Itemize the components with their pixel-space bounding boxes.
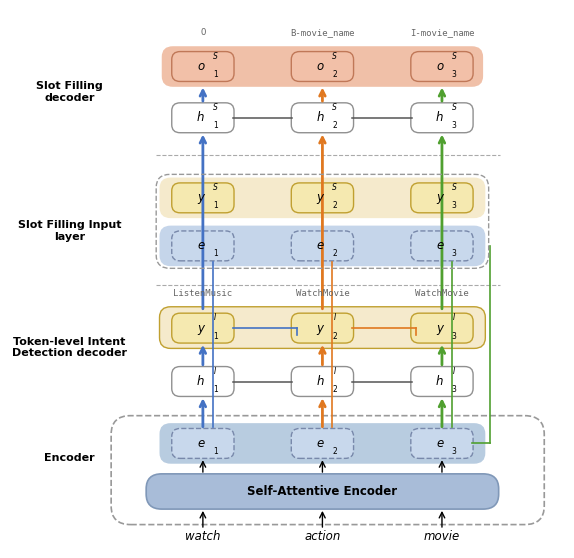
FancyBboxPatch shape — [291, 183, 354, 213]
Text: Slot Filling
decoder: Slot Filling decoder — [36, 81, 103, 103]
Text: I: I — [333, 367, 336, 376]
Text: 3: 3 — [452, 249, 457, 258]
Text: S: S — [332, 52, 337, 61]
Text: h: h — [197, 111, 204, 124]
Text: h: h — [436, 111, 444, 124]
FancyBboxPatch shape — [160, 423, 486, 464]
FancyBboxPatch shape — [146, 474, 499, 509]
FancyBboxPatch shape — [411, 51, 473, 81]
Text: 2: 2 — [332, 385, 337, 394]
Text: y: y — [317, 321, 324, 335]
Text: S: S — [332, 103, 337, 112]
FancyBboxPatch shape — [172, 313, 234, 343]
Text: y: y — [436, 321, 443, 335]
Text: o: o — [197, 60, 204, 73]
Text: movie: movie — [424, 530, 460, 543]
Text: S: S — [213, 103, 218, 112]
Text: 1: 1 — [213, 249, 218, 258]
FancyBboxPatch shape — [291, 51, 354, 81]
Text: I: I — [214, 367, 216, 376]
Text: S: S — [452, 183, 457, 192]
Text: watch: watch — [185, 530, 220, 543]
Text: y: y — [436, 191, 443, 204]
Text: 3: 3 — [452, 385, 457, 394]
Text: Encoder: Encoder — [44, 453, 95, 463]
Text: 1: 1 — [213, 331, 218, 340]
FancyBboxPatch shape — [411, 313, 473, 343]
FancyBboxPatch shape — [291, 313, 354, 343]
Text: action: action — [304, 530, 340, 543]
Text: e: e — [317, 239, 324, 252]
Text: 3: 3 — [452, 447, 457, 456]
Text: h: h — [197, 375, 204, 388]
Text: Self-Attentive Encoder: Self-Attentive Encoder — [247, 485, 397, 498]
Text: S: S — [452, 103, 457, 112]
Text: I: I — [453, 367, 455, 376]
Text: S: S — [332, 183, 337, 192]
FancyBboxPatch shape — [411, 231, 473, 261]
Text: O: O — [200, 28, 205, 37]
FancyBboxPatch shape — [411, 429, 473, 458]
FancyBboxPatch shape — [411, 103, 473, 133]
Text: 1: 1 — [213, 447, 218, 456]
Text: e: e — [317, 437, 324, 450]
Text: e: e — [197, 437, 204, 450]
FancyBboxPatch shape — [411, 183, 473, 213]
Text: 2: 2 — [332, 447, 337, 456]
FancyBboxPatch shape — [160, 177, 486, 218]
Text: 3: 3 — [452, 121, 457, 130]
Text: 1: 1 — [213, 70, 218, 79]
Text: h: h — [316, 111, 324, 124]
Text: Slot Filling Input
layer: Slot Filling Input layer — [18, 220, 121, 242]
Text: 2: 2 — [332, 121, 337, 130]
Text: o: o — [317, 60, 324, 73]
Text: I-movie_name: I-movie_name — [410, 28, 474, 37]
Text: 1: 1 — [213, 201, 218, 210]
FancyBboxPatch shape — [291, 367, 354, 396]
Text: e: e — [436, 437, 443, 450]
Text: y: y — [197, 191, 204, 204]
Text: y: y — [317, 191, 324, 204]
Text: h: h — [316, 375, 324, 388]
FancyBboxPatch shape — [291, 429, 354, 458]
Text: B-movie_name: B-movie_name — [290, 28, 355, 37]
Text: S: S — [213, 52, 218, 61]
FancyBboxPatch shape — [411, 367, 473, 396]
Text: 2: 2 — [332, 249, 337, 258]
Text: 3: 3 — [452, 201, 457, 210]
Text: 2: 2 — [332, 201, 337, 210]
FancyBboxPatch shape — [172, 429, 234, 458]
Text: 2: 2 — [332, 331, 337, 340]
FancyBboxPatch shape — [160, 307, 486, 348]
Text: I: I — [214, 314, 216, 323]
Text: 2: 2 — [332, 70, 337, 79]
Text: 3: 3 — [452, 331, 457, 340]
FancyBboxPatch shape — [172, 367, 234, 396]
FancyBboxPatch shape — [172, 51, 234, 81]
Text: I: I — [333, 314, 336, 323]
FancyBboxPatch shape — [160, 225, 486, 266]
Text: S: S — [213, 183, 218, 192]
Text: WatchMovie: WatchMovie — [296, 290, 350, 299]
FancyBboxPatch shape — [291, 103, 354, 133]
Text: h: h — [436, 375, 444, 388]
Text: y: y — [197, 321, 204, 335]
Text: 1: 1 — [213, 385, 218, 394]
Text: I: I — [453, 314, 455, 323]
Text: 1: 1 — [213, 121, 218, 130]
FancyBboxPatch shape — [162, 46, 483, 87]
Text: ListenMusic: ListenMusic — [173, 290, 232, 299]
Text: e: e — [197, 239, 204, 252]
FancyBboxPatch shape — [291, 231, 354, 261]
FancyBboxPatch shape — [172, 183, 234, 213]
Text: e: e — [436, 239, 443, 252]
Text: o: o — [436, 60, 443, 73]
Text: S: S — [452, 52, 457, 61]
Text: Token-level Intent
Detection decoder: Token-level Intent Detection decoder — [12, 336, 127, 358]
FancyBboxPatch shape — [172, 103, 234, 133]
Text: WatchMovie: WatchMovie — [415, 290, 469, 299]
FancyBboxPatch shape — [172, 231, 234, 261]
Text: 3: 3 — [452, 70, 457, 79]
